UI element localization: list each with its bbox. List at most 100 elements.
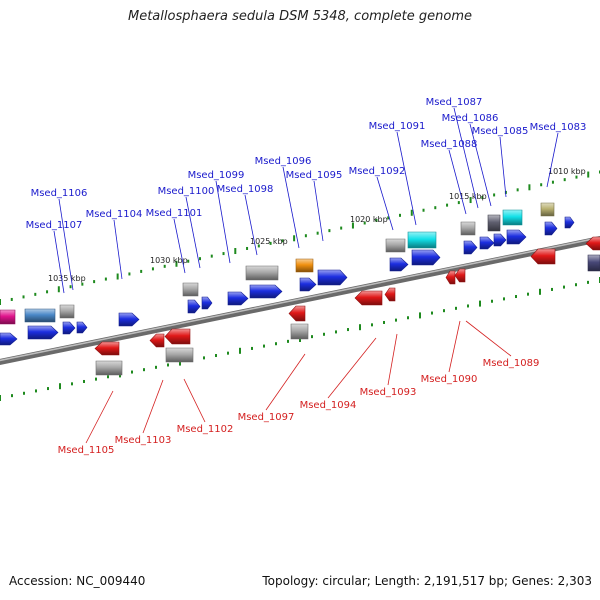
forward-gene-arrow [299, 277, 317, 292]
upper-scale-tick [46, 290, 49, 294]
forward-gene-label: Msed_1107 [26, 220, 83, 231]
lower-scale-tick [419, 312, 421, 319]
upper-scale-tick [575, 175, 578, 179]
lower-scale-tick [203, 356, 205, 360]
upper-scale-tick [210, 254, 213, 258]
reverse-gene-arrow [164, 328, 191, 345]
lower-scale-tick [23, 391, 25, 395]
upper-scale-tick [140, 269, 143, 273]
reverse-gene-arrow [454, 268, 466, 283]
upper-scale-tick [563, 178, 566, 182]
upper-scale-tick [116, 273, 119, 280]
scale-label: 1015 kbp [449, 192, 487, 201]
misc-feature [587, 254, 600, 272]
upper-scale-tick [340, 226, 343, 230]
reverse-gene-arrow [445, 270, 456, 285]
misc-feature [487, 214, 501, 232]
scale-label: 1030 kbp [150, 256, 188, 265]
forward-gene-arrow [187, 299, 201, 314]
upper-scale-tick [587, 171, 590, 178]
lower-scale-tick [215, 354, 217, 358]
forward-gene-arrow [249, 284, 283, 299]
lower-scale-tick [551, 287, 553, 291]
lower-scale-tick [383, 320, 385, 324]
upper-scale-tick [551, 180, 554, 184]
scale-label: 1035 kbp [48, 274, 86, 283]
forward-leader-line [282, 166, 300, 249]
lower-scale-tick [455, 306, 457, 310]
forward-gene-arrow [506, 229, 527, 245]
upper-scale-tick [281, 239, 284, 243]
topology-summary: Topology: circular; Length: 2,191,517 bp… [262, 574, 592, 588]
reverse-gene-label: Msed_1105 [58, 445, 115, 456]
forward-gene-label: Msed_1087 [426, 97, 483, 108]
reverse-gene-arrow [288, 305, 306, 322]
forward-gene-label: Msed_1091 [369, 121, 426, 132]
reverse-gene-label: Msed_1103 [115, 435, 172, 446]
forward-leader-line [113, 219, 123, 280]
forward-gene-label: Msed_1106 [31, 188, 88, 199]
lower-scale-tick [539, 288, 541, 295]
scale-label: 1020 kbp [350, 215, 388, 224]
rna-feature [407, 231, 437, 249]
genome-backbone [0, 235, 600, 366]
upper-scale-tick [481, 195, 484, 199]
forward-gene-label: Msed_1098 [217, 184, 274, 195]
forward-gene-arrow [493, 233, 507, 247]
reverse-gene-arrow [354, 290, 383, 306]
forward-leader-line [448, 149, 467, 215]
rna-feature [502, 209, 523, 226]
forward-gene-label: Msed_1095 [286, 170, 343, 181]
forward-gene-label: Msed_1101 [146, 208, 203, 219]
lower-scale-tick [179, 359, 181, 366]
pseudogene-feature [245, 265, 279, 281]
reverse-leader-line [448, 320, 461, 373]
forward-leader-line [53, 230, 65, 294]
forward-leader-line [469, 123, 492, 207]
upper-scale-tick [0, 299, 1, 305]
lower-scale-tick [503, 297, 505, 301]
lower-scale-tick [95, 377, 97, 381]
forward-leader-line [376, 176, 394, 231]
lower-scale-tick [251, 346, 253, 350]
upper-scale-tick [328, 229, 331, 233]
forward-gene-arrow [479, 236, 495, 250]
upper-scale-tick [469, 197, 472, 204]
reverse-leader-line [85, 390, 114, 444]
lower-scale-tick [239, 347, 241, 354]
upper-scale-tick [516, 188, 519, 192]
upper-scale-tick [246, 246, 249, 250]
forward-leader-line [244, 194, 258, 256]
genome-backbone-highlight [0, 236, 600, 362]
forward-leader-line [313, 180, 324, 242]
scale-label: 1010 kbp [548, 167, 586, 176]
lower-scale-tick [479, 300, 481, 307]
lower-scale-tick [587, 280, 589, 284]
upper-scale-tick [304, 234, 307, 238]
reverse-leader-line [265, 353, 306, 411]
upper-scale-tick [10, 297, 13, 301]
upper-scale-tick [81, 282, 84, 286]
reverse-leader-line [183, 378, 206, 423]
lower-scale-tick [431, 311, 433, 315]
lower-scale-tick [515, 295, 517, 299]
upper-scale-tick [128, 272, 131, 276]
upper-scale-tick [22, 295, 25, 299]
forward-gene-label: Msed_1085 [472, 126, 529, 137]
lower-scale-tick [275, 342, 277, 346]
upper-scale-tick [69, 285, 72, 289]
pseudogene-feature [385, 238, 406, 253]
forward-leader-line [499, 136, 507, 198]
lower-scale-tick [35, 389, 37, 393]
forward-leader-line [215, 180, 231, 264]
lower-scale-tick [359, 324, 361, 331]
reverse-leader-line [142, 379, 164, 434]
forward-gene-arrow [201, 296, 213, 310]
scale-label: 1025 kbp [250, 237, 288, 246]
reverse-gene-arrow [149, 333, 165, 348]
lower-scale-tick [443, 309, 445, 313]
upper-scale-tick [434, 206, 437, 210]
upper-scale-tick [257, 244, 260, 248]
lower-scale-tick [371, 323, 373, 327]
